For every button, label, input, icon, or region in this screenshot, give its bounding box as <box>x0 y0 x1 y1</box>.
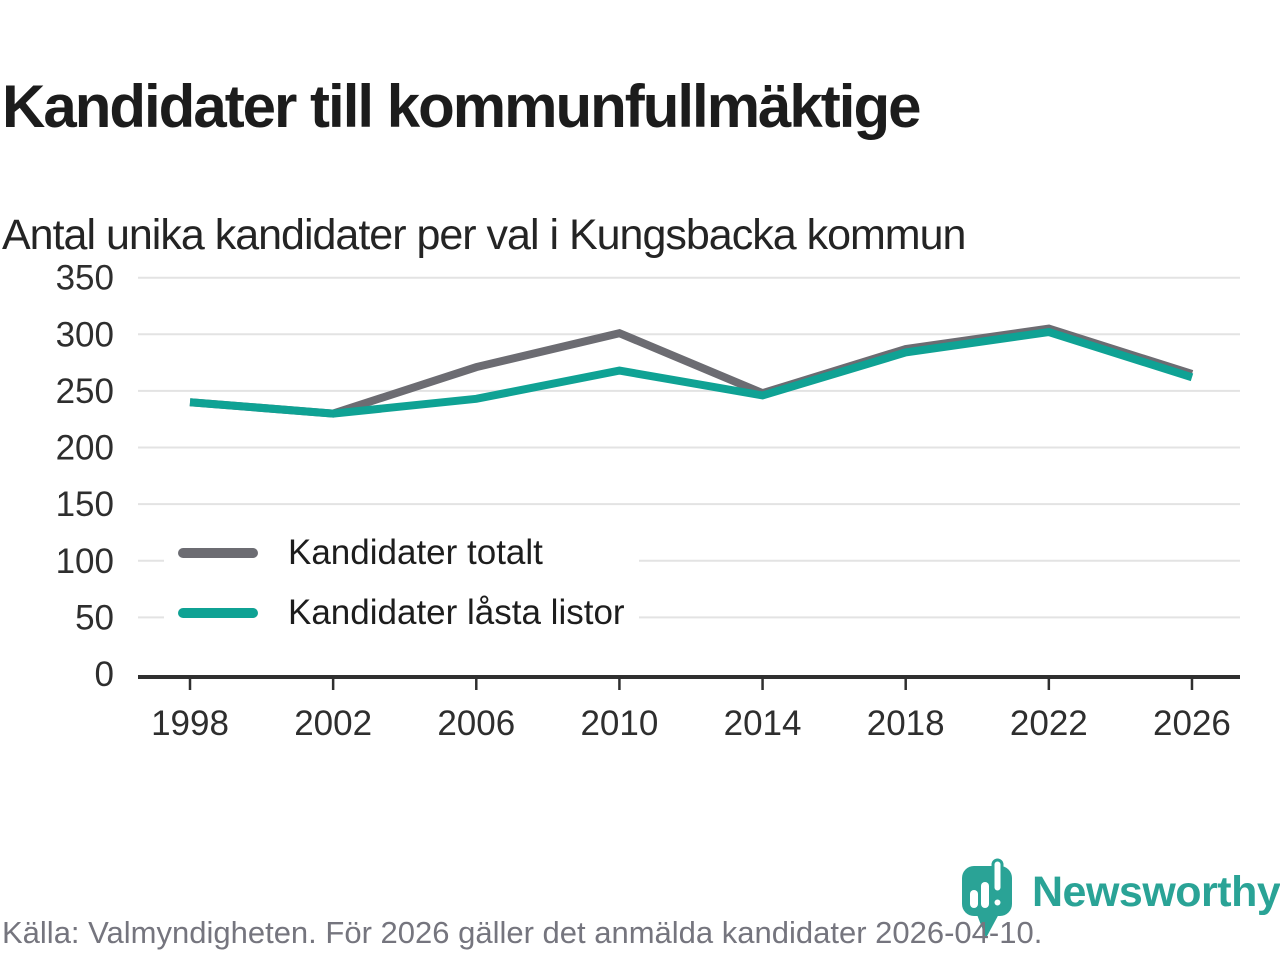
x-axis-label-2026: 2026 <box>1153 704 1231 743</box>
y-axis-label-50: 50 <box>75 598 114 637</box>
x-axis-label-1998: 1998 <box>151 704 229 743</box>
x-axis-label-2010: 2010 <box>580 704 658 743</box>
y-axis-label-250: 250 <box>56 372 114 411</box>
newsworthy-pin-icon <box>962 858 1012 938</box>
y-axis-label-0: 0 <box>95 655 114 694</box>
legend-label-totalt: Kandidater totalt <box>288 533 543 572</box>
legend-label-lasta-listor: Kandidater låsta listor <box>288 593 625 632</box>
y-axis-label-350: 350 <box>56 259 114 298</box>
newsworthy-wordmark: Newsworthy <box>1032 868 1280 916</box>
newsworthy-logo: Newsworthy <box>960 856 1280 944</box>
y-axis-label-300: 300 <box>56 315 114 354</box>
series-line-kandidater-lasta-listor <box>189 327 1194 418</box>
x-axis-label-2014: 2014 <box>724 704 802 743</box>
page-title: Kandidater till kommunfullmäktige <box>2 73 921 141</box>
y-axis-label-200: 200 <box>56 429 114 468</box>
legend-item-kandidater-totalt: Kandidater totalt <box>164 528 639 578</box>
legend-swatch-lasta-listor <box>178 608 258 618</box>
legend-item-kandidater-lasta-listor: Kandidater låsta listor <box>164 588 639 638</box>
y-axis-label-150: 150 <box>56 485 114 524</box>
x-axis-label-2022: 2022 <box>1010 704 1088 743</box>
legend-swatch-totalt <box>178 548 258 558</box>
x-axis-label-2018: 2018 <box>867 704 945 743</box>
page-subtitle: Antal unika kandidater per val i Kungsba… <box>2 211 966 259</box>
series-line-kandidater-totalt <box>189 324 1194 418</box>
x-axis-label-2006: 2006 <box>437 704 515 743</box>
chart-legend: Kandidater totalt Kandidater låsta listo… <box>164 528 639 638</box>
y-axis-label-100: 100 <box>56 542 114 581</box>
source-note: Källa: Valmyndigheten. För 2026 gäller d… <box>2 915 1043 950</box>
x-axis-label-2002: 2002 <box>294 704 372 743</box>
